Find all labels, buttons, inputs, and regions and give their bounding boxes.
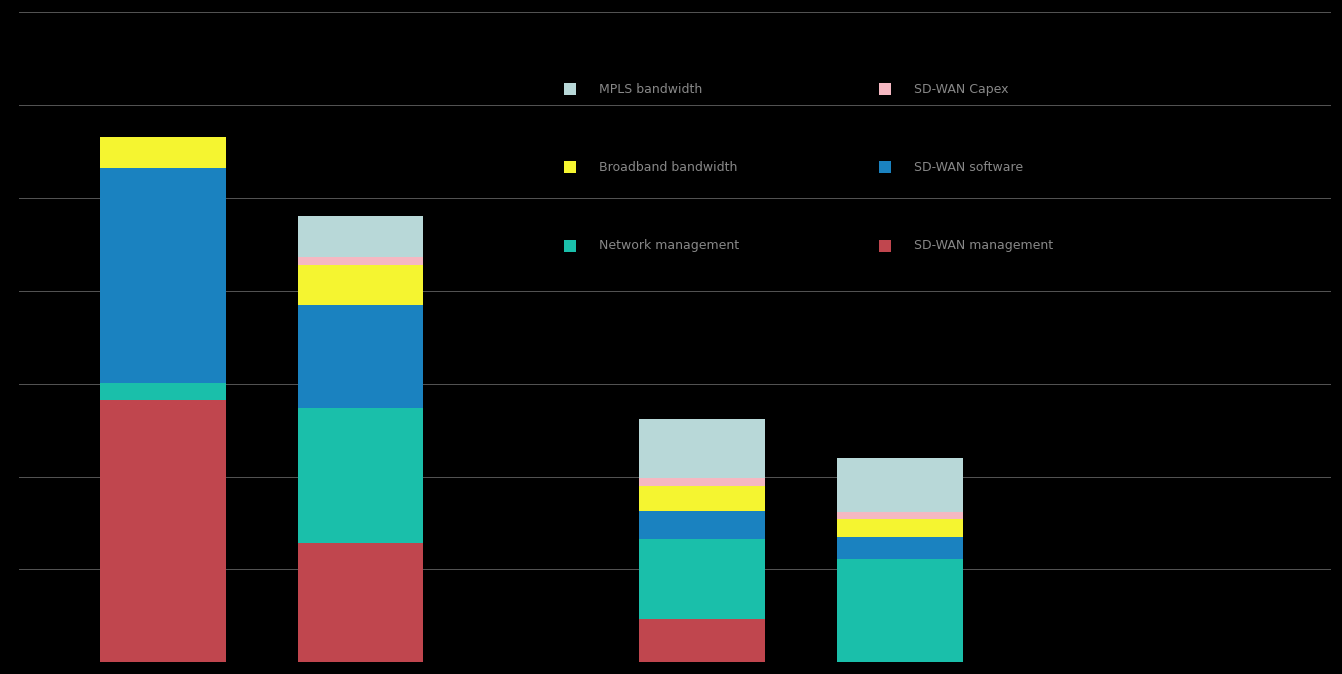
Bar [298, 543, 424, 663]
Bar [99, 383, 225, 400]
Bar [298, 257, 424, 266]
Bar [836, 520, 962, 537]
Text: SD-WAN software: SD-WAN software [914, 161, 1023, 174]
Text: Network management: Network management [599, 239, 739, 252]
Bar [639, 539, 765, 619]
Bar [836, 537, 962, 559]
Text: Broadband bandwidth: Broadband bandwidth [599, 161, 737, 174]
Bar [639, 512, 765, 539]
Bar [639, 419, 765, 478]
Bar [99, 400, 225, 663]
Bar [836, 559, 962, 663]
Bar [99, 168, 225, 383]
Bar [298, 266, 424, 305]
Bar [639, 619, 765, 663]
Bar [836, 512, 962, 520]
Text: SD-WAN Capex: SD-WAN Capex [914, 83, 1008, 96]
Bar [836, 458, 962, 512]
Text: MPLS bandwidth: MPLS bandwidth [599, 83, 702, 96]
Bar [298, 305, 424, 408]
Bar [99, 137, 225, 168]
Bar [298, 216, 424, 257]
Bar [639, 486, 765, 512]
Bar [639, 478, 765, 486]
Bar [298, 408, 424, 543]
Text: SD-WAN management: SD-WAN management [914, 239, 1053, 252]
